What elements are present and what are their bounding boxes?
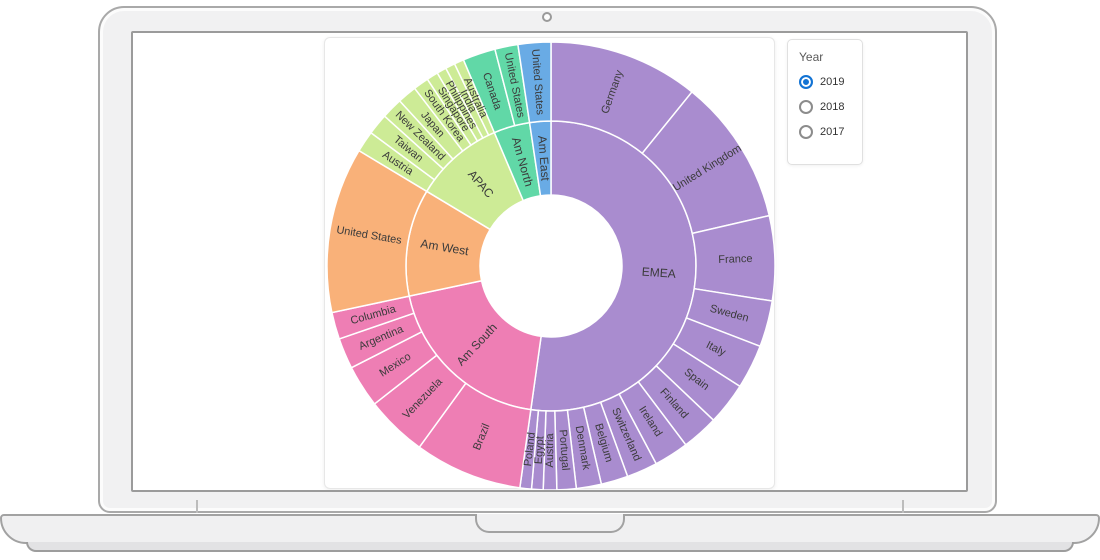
year-panel-title: Year [799,50,824,64]
laptop-screen: EMEA Germany United Kingdom France Sweden Ita… [131,31,968,492]
year-radio-option[interactable]: 2019 [799,75,862,89]
year-radio-option[interactable]: 2017 [799,125,862,139]
year-selector-panel: Year 2019 2018 2017 [787,39,863,165]
sunburst-country-segment[interactable] [517,41,552,124]
hinge-notch [902,500,904,513]
webcam-icon [542,12,552,22]
year-option-label: 2018 [820,101,845,113]
laptop-base-notch [475,514,625,533]
radio-button-icon[interactable] [799,125,813,139]
sunburst-chart-card: EMEA Germany United Kingdom France Sweden Ita… [324,37,776,490]
year-option-label: 2017 [820,126,845,138]
radio-button-icon[interactable] [799,75,813,89]
year-radio-option[interactable]: 2018 [799,100,862,114]
year-option-label: 2019 [820,76,845,88]
radio-button-icon[interactable] [799,100,813,114]
laptop-base-lip [26,542,1074,552]
hinge-notch [196,500,198,513]
